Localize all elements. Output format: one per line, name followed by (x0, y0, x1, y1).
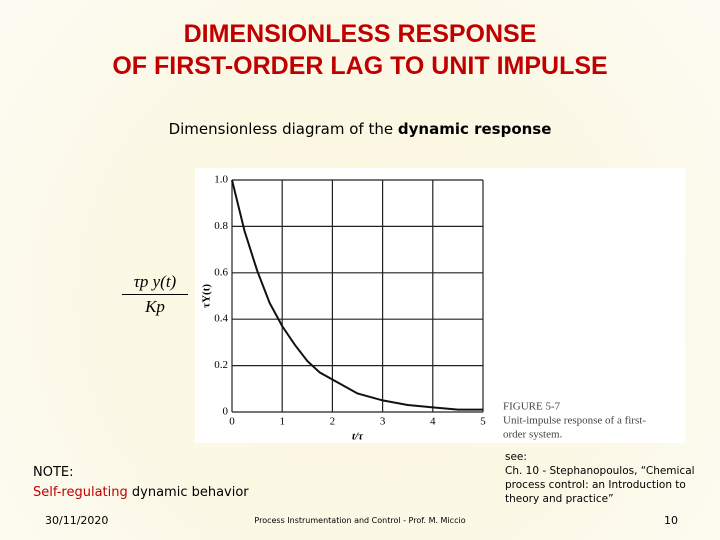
note-highlight: Self-regulating (33, 485, 128, 500)
x-tick-label: 1 (279, 416, 285, 428)
subtitle: Dimensionless diagram of the dynamic res… (0, 120, 720, 138)
y-tick-label: 0.6 (214, 266, 228, 278)
title: OF FIRST-ORDER LAG TO UNIT IMPULSE (112, 52, 608, 80)
subtitle-text: Dimensionless diagram of the (168, 120, 394, 138)
data-line (231, 179, 483, 411)
title: DIMENSIONLESS RESPONSE (183, 20, 537, 48)
caption: FIGURE 5-7 (503, 401, 561, 413)
note: NOTE: Self-regulating dynamic behavior (33, 463, 249, 503)
y-tick-label: 0.4 (214, 313, 228, 325)
denominator: Kp (145, 297, 165, 316)
reference: see: Ch. 10 - Stephanopoulos, “Chemical … (505, 450, 705, 506)
subtitle-bold: dynamic response (397, 120, 552, 138)
x-axis-label: t/τ (352, 431, 364, 443)
reference-line: Ch. 10 - Stephanopoulos, “Chemical proce… (505, 465, 695, 505)
x-tick-label: 5 (480, 416, 486, 428)
y-tick-label: 0.2 (214, 359, 228, 371)
footer-date: 30/11/2020 (45, 514, 109, 527)
x-tick-label: 3 (380, 416, 386, 428)
note-rest: dynamic behavior (131, 485, 249, 500)
x-tick-label: 4 (430, 416, 436, 428)
footer-center: Process Instrumentation and Control - Pr… (254, 516, 466, 525)
note-text: Self-regulating dynamic behavior (33, 483, 249, 503)
y-tick-label: 0 (223, 406, 229, 418)
numerator: τp y(t) (133, 272, 177, 291)
y-tick-label: 1.0 (214, 174, 228, 186)
y-axis-label: τY(t) (201, 284, 213, 308)
x-tick-label: 2 (330, 416, 336, 428)
chart: 0 0.2 0.4 0.6 0.8 1.0 0 1 2 3 4 5 t/τ τY(t) FIGURE 5-7… (195, 168, 685, 443)
caption: Unit-impulse response of a first- (503, 415, 646, 427)
caption: order system. (503, 429, 563, 441)
fraction-bar (122, 294, 188, 295)
y-tick-label: 0.8 (214, 220, 228, 232)
note-label: NOTE: (33, 465, 74, 480)
footer-page: 10 (664, 514, 678, 527)
x-tick-label: 0 (229, 416, 235, 428)
equation: τp y(t) Kp (122, 272, 188, 317)
reference-line: see: (505, 451, 527, 463)
